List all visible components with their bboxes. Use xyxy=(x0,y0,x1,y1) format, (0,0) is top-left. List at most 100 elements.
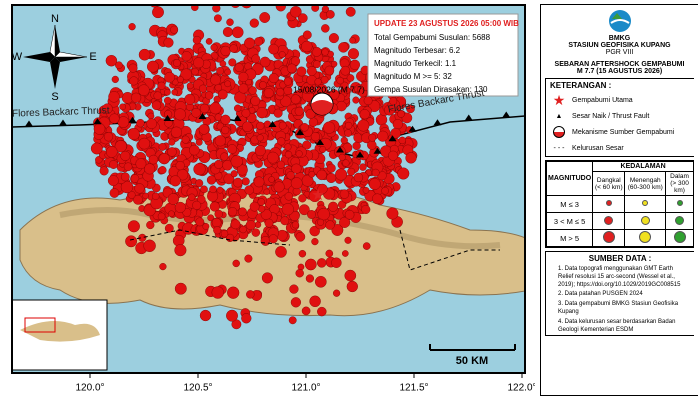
aftershock xyxy=(188,193,196,201)
aftershock xyxy=(186,82,194,90)
aftershock xyxy=(266,151,279,164)
aftershock xyxy=(216,186,224,194)
aftershock xyxy=(250,96,261,106)
source-item: 3. Data gempabumi BMKG Stasiun Geofisika… xyxy=(558,301,679,315)
aftershock xyxy=(236,164,248,176)
aftershock xyxy=(280,216,290,226)
scale-label: 50 KM xyxy=(456,355,488,367)
aftershock xyxy=(128,23,136,31)
aftershock xyxy=(390,127,402,139)
aftershock xyxy=(251,228,261,237)
aftershock xyxy=(167,193,180,205)
aftershock xyxy=(273,181,285,193)
thrust-tooth xyxy=(233,115,242,121)
aftershock xyxy=(170,25,179,34)
symbol-cell xyxy=(624,229,667,247)
aftershock xyxy=(326,10,335,19)
aftershock xyxy=(297,13,308,23)
keterangan-box: KETERANGAN : ★ Gempabumi Utama ▲ Sesar Nai… xyxy=(545,78,694,157)
symbol-cell xyxy=(665,229,694,247)
aftershock xyxy=(195,138,203,146)
aftershock xyxy=(275,246,287,258)
aftershock xyxy=(171,89,178,96)
aftershock xyxy=(115,61,123,69)
aftershock xyxy=(229,44,238,53)
aftershock xyxy=(173,108,186,121)
aftershock xyxy=(230,219,241,230)
aftershock xyxy=(308,117,319,127)
aftershock xyxy=(326,172,337,183)
aftershock xyxy=(311,46,322,57)
aftershock xyxy=(228,207,238,217)
aftershock xyxy=(214,135,226,147)
aftershock xyxy=(281,203,294,216)
aftershock xyxy=(275,5,286,12)
beachball-fill xyxy=(311,100,333,115)
aftershock xyxy=(164,88,171,96)
aftershock xyxy=(295,269,304,278)
aftershock xyxy=(305,108,316,119)
mechanism-symbol xyxy=(546,126,572,138)
aftershock xyxy=(174,201,186,213)
aftershock xyxy=(128,63,138,73)
depth-label: Menengah (60-300 km) xyxy=(624,171,667,196)
aftershock xyxy=(331,224,344,236)
aftershock xyxy=(335,168,348,181)
aftershock xyxy=(381,186,389,195)
info-box xyxy=(367,13,519,97)
aftershock xyxy=(352,96,360,104)
aftershock xyxy=(176,76,184,83)
aftershock xyxy=(143,239,156,253)
depth-label: Dangkal (< 60 km) xyxy=(592,171,626,196)
aftershock xyxy=(273,108,283,118)
logo xyxy=(541,9,698,35)
aftershock xyxy=(245,220,256,231)
aftershock xyxy=(127,190,136,199)
aftershock xyxy=(325,249,334,258)
aftershock xyxy=(344,129,352,137)
aftershock xyxy=(311,5,320,12)
aftershock xyxy=(317,258,327,268)
aftershock xyxy=(253,176,265,188)
aftershock xyxy=(109,188,120,198)
aftershock xyxy=(314,275,327,288)
aftershock xyxy=(102,103,113,114)
aftershock xyxy=(333,289,341,297)
aftershock xyxy=(167,147,177,157)
magnitude-symbol xyxy=(639,231,652,243)
aftershock xyxy=(254,145,266,157)
aftershock xyxy=(174,244,187,257)
aftershock xyxy=(244,254,253,263)
aftershock xyxy=(288,316,297,325)
aftershock xyxy=(348,48,360,60)
aftershock xyxy=(132,194,143,205)
thrust-symbol: ▲ xyxy=(555,112,563,120)
symbol-cell xyxy=(624,195,667,213)
aftershock xyxy=(286,171,295,180)
aftershock xyxy=(311,238,319,246)
aftershock xyxy=(298,194,307,203)
compass-e: E xyxy=(89,51,96,63)
aftershock xyxy=(206,175,217,185)
aftershock xyxy=(137,84,150,96)
aftershock xyxy=(346,280,358,293)
aftershock xyxy=(371,168,380,177)
aftershock xyxy=(238,83,249,94)
aftershock xyxy=(298,249,307,258)
aftershock xyxy=(388,150,399,161)
legend-subtitle: M 7.7 (15 AGUSTUS 2026) xyxy=(576,68,663,75)
legend-item: Sesar Naik / Thrust Fault xyxy=(572,112,650,120)
aftershock xyxy=(310,132,321,142)
aftershock xyxy=(127,220,140,233)
aftershock xyxy=(317,207,330,221)
aftershock xyxy=(242,121,253,132)
thrust-tooth xyxy=(268,121,277,127)
aftershock xyxy=(231,26,244,39)
depth-header: KEDALAMAN xyxy=(592,161,694,172)
aftershock xyxy=(227,144,238,155)
aftershock xyxy=(138,48,151,61)
aftershock xyxy=(353,172,364,183)
aftershock xyxy=(286,63,297,74)
aftershock xyxy=(278,51,286,58)
aftershock xyxy=(151,192,160,201)
